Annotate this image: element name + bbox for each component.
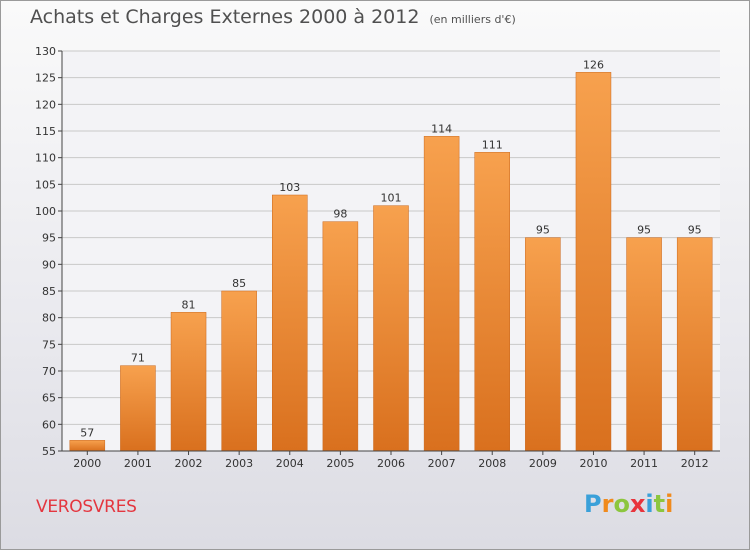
y-tick-label: 105: [35, 178, 56, 191]
y-tick-label: 75: [42, 338, 56, 351]
x-tick-label: 2002: [175, 457, 203, 470]
bar: [575, 72, 612, 452]
y-tick-label: 85: [42, 285, 56, 298]
y-tick-label: 130: [35, 45, 56, 58]
y-tick-label: 125: [35, 72, 56, 85]
bar: [626, 237, 662, 452]
x-tick-label: 2008: [478, 457, 506, 470]
logo-letter: r: [601, 490, 614, 518]
data-label: 114: [431, 122, 452, 135]
x-tick-label: 2000: [73, 457, 101, 470]
data-label: 98: [333, 208, 347, 221]
y-tick-label: 65: [42, 392, 56, 405]
x-tick-label: 2007: [428, 457, 456, 470]
x-tick-label: 2009: [529, 457, 557, 470]
logo-letter: i: [665, 490, 674, 518]
data-label: 71: [131, 352, 145, 365]
y-tick-label: 115: [35, 125, 56, 138]
y-tick-label: 80: [42, 312, 56, 325]
data-label: 101: [381, 192, 402, 205]
y-tick-label: 110: [35, 152, 56, 165]
data-label: 126: [583, 58, 604, 71]
x-tick-label: 2011: [630, 457, 658, 470]
y-tick-label: 120: [35, 98, 56, 111]
proxiti-logo: Proxiti: [584, 490, 673, 518]
data-label: 81: [182, 298, 196, 311]
bar: [474, 152, 510, 452]
logo-letter: t: [653, 490, 666, 518]
y-tick-label: 60: [42, 418, 56, 431]
bar: [423, 136, 460, 452]
x-tick-label: 2005: [326, 457, 354, 470]
bar: [322, 221, 359, 452]
bar: [676, 237, 713, 452]
y-tick-label: 55: [42, 445, 56, 458]
logo-letter: o: [613, 490, 630, 518]
x-tick-label: 2012: [681, 457, 709, 470]
data-label: 111: [482, 138, 503, 151]
bar: [120, 365, 156, 452]
bar: [221, 290, 257, 452]
data-label: 95: [536, 224, 550, 237]
data-label: 57: [80, 426, 94, 439]
bar: [373, 205, 409, 452]
place-name: VEROSVRES: [36, 497, 137, 517]
chart-title-text: Achats et Charges Externes 2000 à 2012: [30, 6, 420, 28]
x-tick-label: 2001: [124, 457, 152, 470]
x-tick-label: 2010: [579, 457, 607, 470]
y-tick-label: 100: [35, 205, 56, 218]
bar: [272, 194, 308, 452]
data-label: 103: [279, 181, 300, 194]
logo-letter: P: [584, 490, 602, 518]
x-tick-label: 2003: [225, 457, 253, 470]
data-label: 95: [637, 224, 651, 237]
y-tick-label: 70: [42, 365, 56, 378]
chart-unit: (en milliers d'€): [429, 13, 516, 26]
data-label: 85: [232, 277, 246, 290]
bar: [525, 237, 561, 452]
chart-title: Achats et Charges Externes 2000 à 2012 (e…: [30, 6, 516, 28]
logo-letter: i: [645, 490, 654, 518]
x-tick-label: 2006: [377, 457, 405, 470]
bar: [69, 440, 106, 452]
data-label: 95: [688, 224, 702, 237]
y-tick-label: 90: [42, 258, 56, 271]
logo-letter: x: [629, 490, 646, 518]
y-tick-label: 95: [42, 232, 56, 245]
x-tick-label: 2004: [276, 457, 304, 470]
bar: [170, 312, 207, 452]
